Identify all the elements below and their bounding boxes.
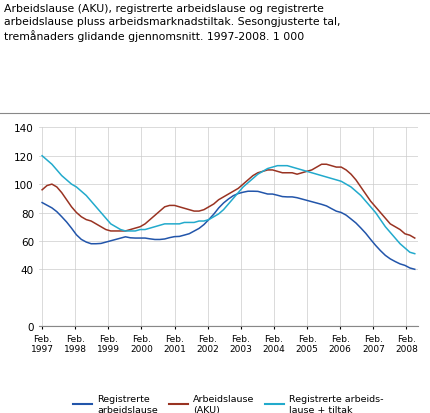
Text: Arbeidslause (AKU), registrerte arbeidslause og registrerte
arbeidslause pluss a: Arbeidslause (AKU), registrerte arbeidsl… [4, 4, 340, 42]
Legend: Registrerte
arbeidslause, Arbeidslause
(AKU), Registrerte arbeids-
lause + tilta: Registrerte arbeidslause, Arbeidslause (… [73, 394, 383, 413]
